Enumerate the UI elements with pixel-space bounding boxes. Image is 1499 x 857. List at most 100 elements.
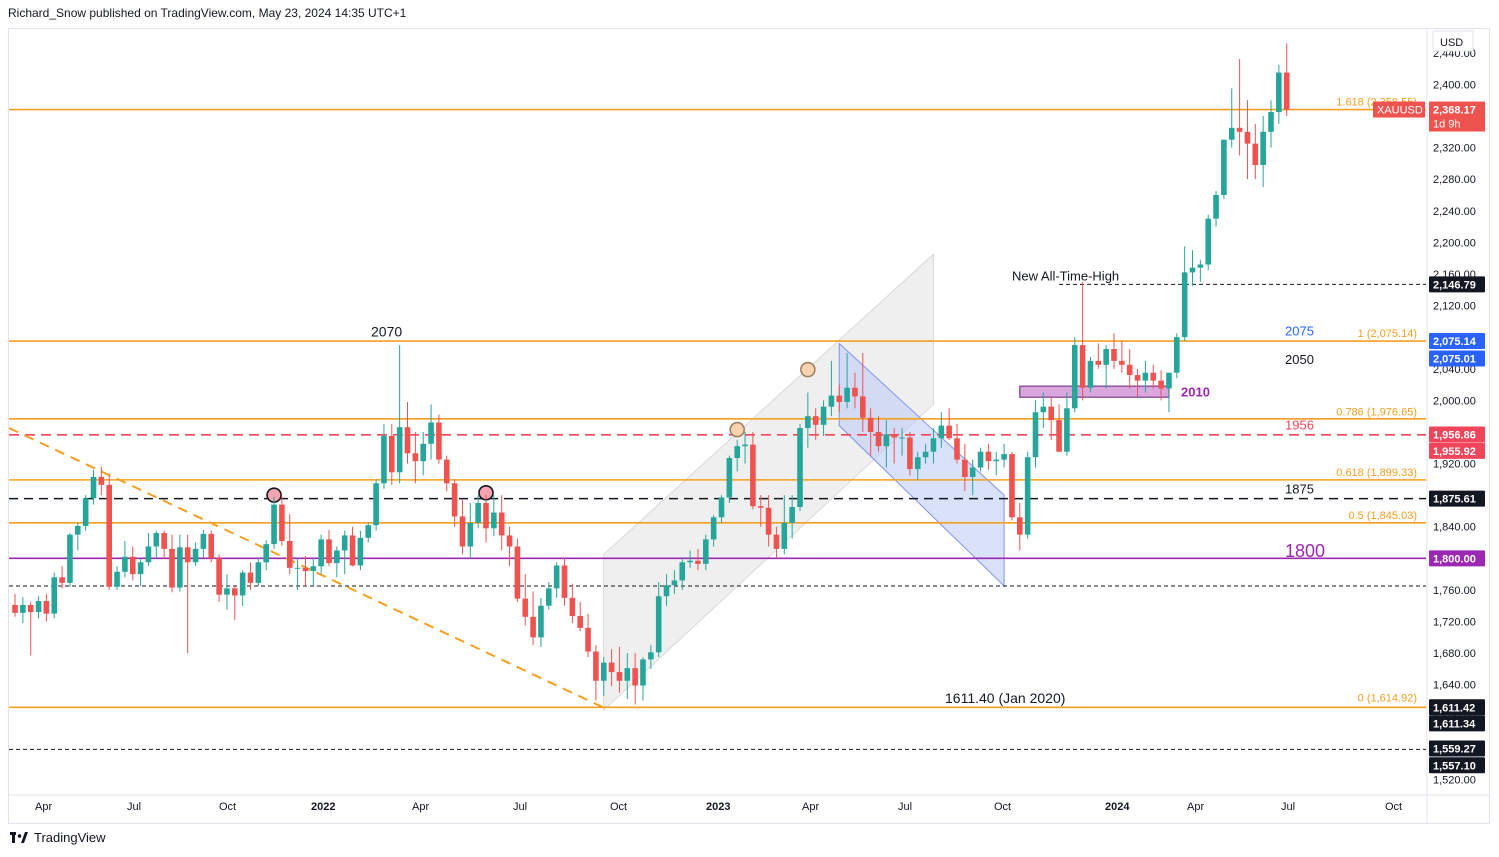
candle-body (655, 596, 662, 653)
candle-body (750, 444, 756, 507)
candle-body (177, 547, 183, 588)
price-tag-text: 1,611.42 (1433, 702, 1475, 714)
candle-body (1064, 408, 1070, 452)
circle-marker-2 (729, 421, 746, 438)
candle-body (1213, 194, 1219, 219)
label-1611: 1611.40 (Jan 2020) (945, 690, 1065, 706)
chart-frame: New All-Time-High 2070 2050 2010 1875 1956 180… (8, 28, 1490, 824)
candle-body (12, 604, 18, 613)
price-tag-text: 2,146.79 (1433, 279, 1476, 291)
candle-body (129, 556, 136, 575)
price-tag-box (1429, 550, 1485, 567)
candle-body (1236, 127, 1243, 132)
candle-body (812, 416, 819, 425)
candle-body (773, 534, 780, 549)
y-tick-label: 2,200.00 (1433, 237, 1476, 249)
x-tick-label: Apr (1187, 801, 1204, 813)
candle-body (1197, 264, 1204, 268)
candle-body (27, 604, 34, 613)
candle-body (145, 546, 152, 563)
candle-body (232, 588, 238, 596)
candle-body (506, 535, 513, 547)
candle-body (436, 422, 442, 460)
candle-body (561, 565, 568, 598)
candle-body (326, 539, 332, 564)
label-1800: 1800 (1285, 541, 1325, 561)
candle-body (742, 444, 748, 447)
candle-body (1260, 131, 1266, 165)
circle-marker-3 (800, 361, 816, 378)
candle-body (875, 431, 882, 447)
candle-body (459, 516, 466, 547)
countdown-text: 1d 9h (1433, 119, 1461, 131)
candle-body (993, 459, 1000, 462)
price-tag-box (1429, 350, 1485, 367)
candle-body (396, 427, 403, 473)
candle-body (1244, 131, 1251, 144)
x-tick-label: 2022 (311, 801, 335, 813)
fib-0786-label: 0.786 (1,976.65) (1336, 406, 1417, 418)
candle-body (122, 556, 128, 572)
candle-body (899, 437, 905, 439)
candle-body (59, 577, 65, 583)
candle-body (35, 601, 42, 613)
price-tag-text: 1,557.10 (1433, 760, 1476, 772)
candle-body (1134, 375, 1141, 381)
candle-body (1276, 72, 1282, 113)
candle-body (1181, 272, 1188, 338)
candle-body (389, 435, 395, 473)
candle-body (1048, 406, 1054, 421)
candle-body (648, 652, 654, 660)
candle-body (467, 522, 474, 547)
candle-body (90, 476, 97, 499)
candle-body (1174, 337, 1180, 373)
current-price-box (1429, 101, 1485, 132)
candle-body (1150, 372, 1157, 381)
y-tick-label: 1,840.00 (1433, 522, 1476, 534)
candle-body (1056, 420, 1062, 452)
candle-body (1221, 139, 1227, 195)
y-tick-label: 2,400.00 (1433, 79, 1476, 91)
ath-label: New All-Time-High (1012, 268, 1119, 283)
candle-body (514, 546, 521, 599)
candle-body (51, 577, 58, 614)
candle-body (954, 438, 960, 460)
y-tick-label: 2,040.00 (1433, 364, 1476, 376)
fib-05-label: 0.5 (1,845.03) (1349, 510, 1418, 522)
candle-body (75, 525, 81, 535)
candle-body (1268, 112, 1274, 132)
y-tick-label: 1,720.00 (1433, 617, 1476, 629)
price-tag-box (1429, 333, 1485, 350)
candle-body (192, 548, 199, 563)
price-tag-text: 1,956.86 (1433, 429, 1476, 441)
currency-label: USD (1440, 37, 1463, 49)
candle-body (914, 457, 921, 470)
candle-body (585, 627, 591, 652)
candle-body (420, 443, 426, 462)
candle-body (687, 560, 693, 563)
candle-body (137, 562, 144, 575)
candle-body (608, 662, 615, 673)
candle-body (153, 533, 160, 547)
candle-body (632, 668, 638, 686)
candle-body (695, 560, 701, 564)
price-tag-box (1429, 442, 1485, 459)
candle-body (310, 566, 317, 571)
price-chart[interactable]: New All-Time-High 2070 2050 2010 1875 1956 180… (8, 29, 1489, 823)
label-1875: 1875 (1285, 482, 1314, 497)
candle-body (946, 425, 952, 439)
y-tick-label: 1,520.00 (1433, 775, 1476, 787)
candle-body (789, 507, 795, 523)
candle-body (616, 672, 623, 681)
x-tick-label: Jul (513, 801, 527, 813)
candle-body (553, 565, 560, 589)
candle-body (271, 504, 277, 545)
candle-body (279, 504, 285, 541)
candle-body (43, 601, 50, 614)
candle-body (106, 484, 112, 587)
candle-body (663, 585, 670, 597)
x-tick-label: Apr (35, 801, 52, 813)
candle-body (483, 503, 489, 529)
candle-body (1189, 267, 1196, 273)
candle-body (522, 598, 529, 617)
